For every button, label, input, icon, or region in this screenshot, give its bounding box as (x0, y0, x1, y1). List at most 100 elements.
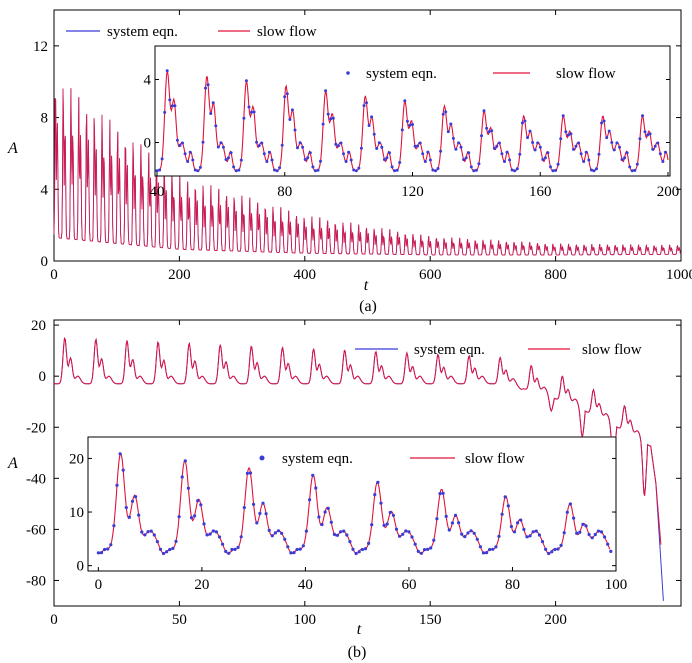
panel-b-inset-system-marker (137, 513, 141, 517)
panel-b-inset-system-marker (413, 542, 417, 546)
panel-b-inset-system-marker (407, 530, 411, 534)
panel-b-x-axis-label: t (357, 621, 362, 638)
panel-b-inset-system-marker (248, 471, 253, 475)
panel-a-inset-system-marker (492, 146, 496, 150)
panel-a-inset-system-marker (612, 148, 616, 152)
panel-b-inset-system-marker (432, 538, 436, 542)
panel-b-inset-system-marker (134, 495, 138, 499)
panel-a-inset-system-marker (267, 150, 271, 154)
panel-a-inset-system-marker (178, 143, 182, 147)
panel-a-inset-ytick-label: 0 (144, 136, 152, 152)
panel-b-inset-system-marker (547, 551, 551, 556)
panel-b-inset-system-marker (463, 535, 467, 539)
panel-a-inset-xtick-label: 120 (401, 184, 424, 200)
panel-a-inset-system-marker (211, 101, 215, 105)
panel-b-inset-system-marker (283, 537, 287, 541)
panel-a-inset-system-marker (306, 156, 310, 160)
panel-b-inset-system-marker (559, 543, 563, 548)
panel-b-inset-system-marker (478, 545, 482, 549)
panel-a-inset-system-marker (431, 168, 435, 172)
panel-b-ytick-label: -80 (26, 573, 46, 589)
panel-b-inset-system-marker (525, 535, 529, 539)
panel-a-inset-system-marker (398, 161, 402, 164)
panel-b-inset-system-marker (245, 471, 249, 475)
panel-a-inset-system-marker (615, 141, 619, 145)
panel-a-inset-system-marker (587, 158, 591, 162)
panel-b-inset-system-marker (537, 533, 542, 537)
panel-a-inset-system-marker (385, 156, 389, 160)
panel-b-inset-system-marker (115, 483, 119, 487)
panel-b-inset-system-marker (357, 550, 361, 554)
panel-b-inset-system-marker (335, 533, 340, 537)
panel-b-inset-system-marker (329, 520, 333, 524)
panel-b-ytick-label: 20 (31, 318, 46, 334)
panel-b-inset-system-marker (118, 452, 122, 456)
panel-b-inset-system-marker (391, 513, 395, 517)
panel-b-inset-system-marker (572, 516, 576, 520)
panel-b-inset-system-marker (224, 549, 228, 554)
panel-b-ytick-label: 0 (39, 369, 47, 385)
panel-a-inset-system-marker (597, 152, 601, 156)
panel-b-inset-system-marker (258, 511, 262, 516)
legend-b-slow-label: slow flow (582, 342, 642, 358)
panel-a-inset-system-marker (520, 121, 524, 125)
legend-b-system-label: system eqn. (414, 342, 485, 358)
panel-a-inset-system-marker (229, 151, 233, 155)
panel-a-xtick-label: 200 (168, 267, 191, 283)
panel-b-inset-system-marker (112, 524, 116, 528)
panel-b-inset-system-marker (599, 530, 604, 534)
panel-a-inset-system-marker (365, 101, 368, 105)
panel-b-inset-system-marker (565, 510, 569, 514)
panel-b-inset-system-marker (124, 506, 128, 510)
panel-b-inset-system-marker (280, 531, 284, 535)
panel-a-inset-system-marker (482, 109, 486, 113)
panel-b-inset-system-marker (426, 547, 430, 552)
panel-b-plot-area (53, 336, 664, 601)
panel-a-inset-system-marker (423, 160, 427, 163)
panel-b-inset-system-marker (183, 459, 187, 463)
panel-a-inset-system-marker (252, 110, 256, 114)
panel-b-inset-system-marker (311, 473, 315, 477)
panel-a-inset-system-marker (446, 130, 450, 134)
panel-a-inset-system-marker (467, 151, 471, 155)
panel-b-inset-system-marker (326, 506, 330, 510)
panel-a-legend: system eqn. slow flow (66, 24, 317, 40)
legend-a-inset-system-label: system eqn. (366, 66, 437, 82)
panel-b-inset-system-marker (603, 535, 607, 539)
panel-b-inset-system-marker (199, 503, 203, 507)
panel-a-inset-system-marker (600, 121, 604, 125)
panel-b-inset-system-marker (308, 498, 312, 502)
panel-a-inset-system-marker (262, 152, 266, 156)
panel-a-inset-x-ticks: 40 80 120 160 200 (150, 172, 679, 200)
panel-a-inset-system-marker (543, 156, 547, 160)
panel-b-inset-system-marker (596, 529, 601, 533)
panel-b-inset-system-marker (556, 547, 560, 551)
panel-b-inset-slow-series (98, 453, 611, 555)
panel-b-y-ticks: 20 0 -20 -40 -60 -80 (26, 318, 681, 589)
panel-b-inset-system-marker (500, 512, 504, 516)
panel-b-inset-system-marker (553, 547, 557, 552)
panel-a-inset-system-marker (536, 141, 540, 145)
panel-a-inset-system-marker (395, 168, 399, 172)
legend-a-slow-label: slow flow (257, 24, 317, 40)
panel-a-inset-system-marker (635, 162, 639, 166)
panel-b-ytick-label: -40 (26, 471, 46, 487)
panel-a-ytick-label: 0 (41, 254, 49, 270)
panel-b-inset-xtick-label: 20 (194, 577, 209, 593)
panel-b-inset-system-marker (332, 532, 336, 537)
panel-b-inset-system-marker (317, 515, 321, 519)
panel-a-inset-system-marker (239, 158, 243, 162)
panel-b-inset-system-marker (106, 547, 110, 551)
panel-b-inset-system-marker (320, 522, 324, 527)
panel-a-inset-system-marker (454, 147, 458, 151)
panel-a-inset-system-marker (633, 168, 637, 172)
panel-a-inset-system-marker (457, 141, 460, 145)
panel-a-inset-system-marker (503, 160, 506, 163)
panel-b-y-axis-label: A (7, 455, 18, 472)
panel-b-x-ticks: 0 50 100 150 200 (50, 320, 567, 628)
panel-a-inset-system-marker (216, 145, 220, 149)
panel-a-inset-system-marker (526, 136, 529, 140)
panel-a-inset-system-marker (260, 141, 264, 145)
panel-a-inset-system-marker (656, 141, 660, 145)
panel-b-inset-system-marker (416, 549, 420, 554)
